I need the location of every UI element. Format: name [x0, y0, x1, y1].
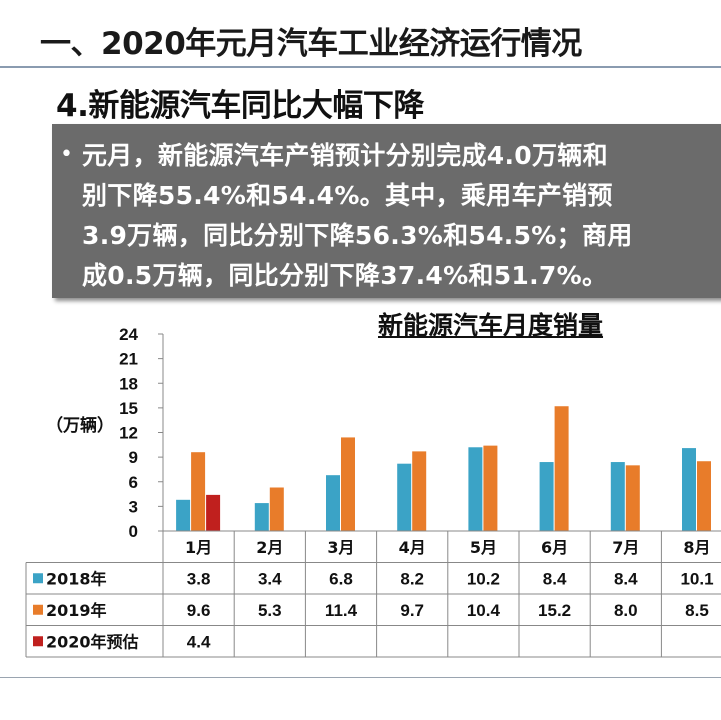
bar-2019年-3月: [341, 437, 355, 531]
category-label: 4月: [399, 538, 426, 557]
bar-2018年-7月: [610, 462, 625, 531]
y-tick-label: 3: [129, 497, 138, 516]
y-tick-label: 0: [129, 522, 138, 541]
data-table-value: 4.4: [187, 632, 211, 651]
category-label: 2月: [256, 538, 283, 557]
bar-2019年-7月: [625, 465, 640, 531]
data-table-value: 8.2: [400, 569, 424, 588]
bar-2019年-6月: [554, 406, 569, 531]
category-label: 1月: [185, 538, 212, 557]
bar-2018年-6月: [539, 462, 554, 531]
y-tick-label: 18: [119, 374, 138, 393]
summary-box: • 元月，新能源汽车产销预计分别完成4.0万辆和 别下降55.4%和54.4%。…: [52, 124, 721, 298]
chart-title: 新能源汽车月度销量: [378, 311, 604, 340]
legend-swatch: [33, 636, 43, 647]
data-table-value: 8.5: [685, 601, 709, 620]
data-table-value: 11.4: [325, 601, 358, 620]
bar-2018年-1月: [176, 499, 191, 531]
bar-2018年-3月: [326, 475, 340, 531]
data-table-value: 3.8: [187, 569, 211, 588]
summary-line: 3.9万辆，同比分别下降56.3%和54.5%；商用: [82, 221, 633, 250]
bar-2019年-5月: [483, 445, 498, 531]
y-axis-unit-label: （万辆）: [46, 416, 114, 436]
category-label: 8月: [683, 538, 710, 557]
bar-2019年-1月: [191, 452, 206, 531]
legend-swatch: [33, 604, 43, 615]
bar-2019年-2月: [269, 487, 284, 531]
summary-line: 别下降55.4%和54.4%。其中，乘用车产销预: [82, 181, 613, 210]
data-table-value: 9.7: [400, 601, 424, 620]
y-tick-label: 24: [119, 325, 138, 344]
data-table-value: 8.0: [614, 601, 638, 620]
legend-label: 2020年预估: [46, 632, 139, 651]
slide-subheading: 4.新能源汽车同比大幅下降: [56, 88, 424, 124]
data-table-value: 8.4: [614, 569, 638, 588]
data-table-value: 3.4: [258, 569, 282, 588]
data-table-value: 9.6: [187, 601, 211, 620]
bar-2019年-8月: [697, 461, 711, 531]
category-label: 6月: [541, 538, 568, 557]
category-label: 3月: [327, 538, 354, 557]
summary-text: 元月，新能源汽车产销预计分别完成4.0万辆和 别下降55.4%和54.4%。其中…: [82, 136, 721, 296]
y-tick-label: 9: [129, 448, 138, 467]
bar-2019年-4月: [412, 451, 427, 531]
y-tick-label: 15: [119, 399, 138, 418]
legend-swatch: [33, 573, 43, 584]
y-tick-label: 12: [119, 424, 138, 443]
summary-line: 元月，新能源汽车产销预计分别完成4.0万辆和: [82, 141, 608, 170]
category-label: 5月: [470, 538, 497, 557]
bar-2018年-5月: [468, 447, 483, 531]
y-tick-label: 6: [129, 473, 138, 492]
bullet-marker: •: [60, 142, 73, 167]
data-table-value: 15.2: [538, 601, 571, 620]
slide-heading: 一、2020年元月汽车工业经济运行情况: [40, 26, 582, 62]
heading-divider: [0, 66, 721, 68]
data-table-value: 6.8: [329, 569, 353, 588]
legend-label: 2019年: [46, 601, 107, 620]
data-table-value: 5.3: [258, 601, 282, 620]
footer-divider: [0, 677, 721, 678]
data-table-value: 10.4: [467, 601, 501, 620]
category-label: 7月: [612, 538, 639, 557]
bar-2018年-8月: [682, 448, 696, 531]
data-table-value: 10.2: [467, 569, 500, 588]
data-table-value: 8.4: [543, 569, 567, 588]
y-tick-label: 21: [119, 350, 138, 369]
bar-2020年预估-1月: [206, 494, 221, 531]
bar-2018年-2月: [254, 503, 269, 531]
data-table-value: 10.1: [680, 569, 713, 588]
legend-label: 2018年: [46, 569, 107, 588]
bar-2018年-4月: [397, 463, 412, 531]
summary-line: 成0.5万辆，同比分别下降37.4%和51.7%。: [82, 261, 608, 290]
